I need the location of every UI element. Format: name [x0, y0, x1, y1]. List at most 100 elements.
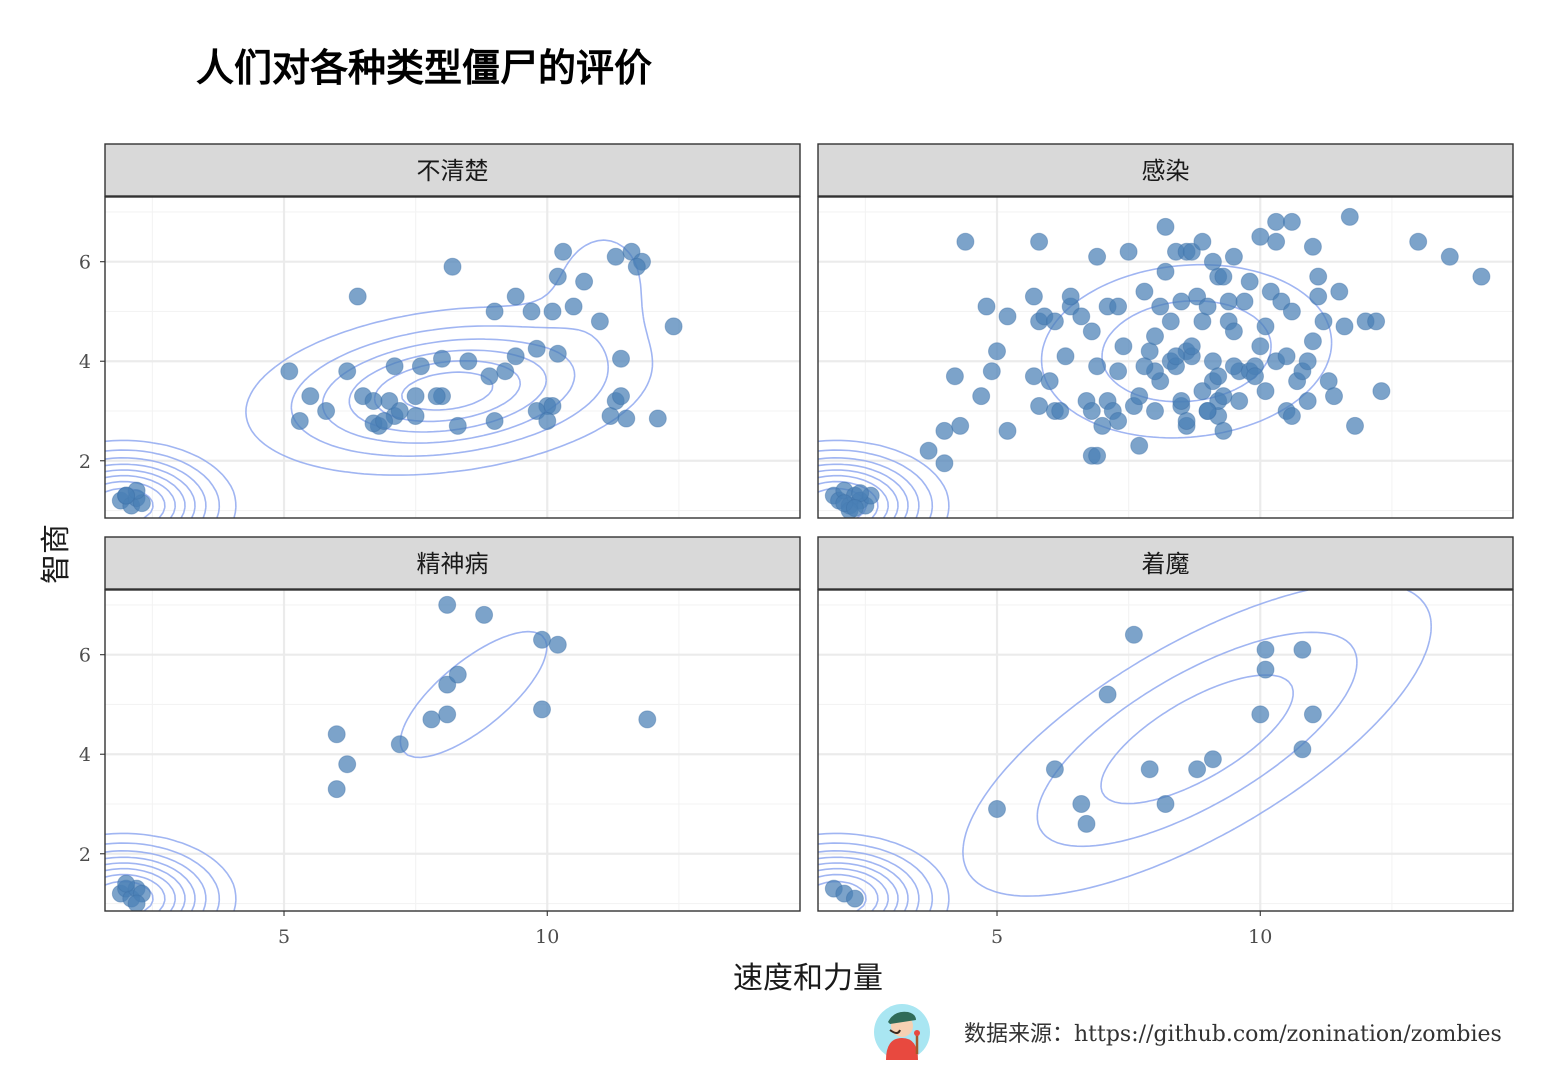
- data-point: [1193, 232, 1212, 251]
- x-tick-label: 10: [1248, 926, 1272, 948]
- data-point: [564, 297, 583, 316]
- data-point: [1282, 302, 1301, 321]
- data-point: [1135, 282, 1154, 301]
- facet-strip-label: 着魔: [1142, 550, 1190, 578]
- facet-strip: [817, 536, 1514, 590]
- data-point: [1251, 705, 1270, 724]
- data-point: [317, 402, 336, 420]
- data-point: [1298, 352, 1317, 371]
- data-point: [935, 454, 954, 473]
- data-point: [1277, 347, 1296, 366]
- data-point: [422, 710, 441, 729]
- data-point: [1156, 262, 1175, 281]
- data-point: [1082, 322, 1101, 341]
- density-contour: [105, 463, 196, 518]
- data-point: [1203, 352, 1222, 371]
- panel-border: [104, 196, 801, 519]
- facet-panel: 着魔 5 10: [817, 536, 1514, 948]
- data-point: [590, 312, 609, 331]
- data-point: [664, 317, 683, 336]
- panel-plot-area: [818, 197, 1513, 518]
- data-point: [522, 302, 541, 321]
- data-point: [1246, 367, 1264, 386]
- data-point: [1030, 232, 1049, 251]
- density-contour: [818, 862, 899, 911]
- panel-border: [104, 589, 801, 912]
- density-contour: [818, 469, 899, 518]
- facet-panel: 不清楚 2 4 6: [79, 143, 801, 519]
- data-point: [1440, 247, 1459, 266]
- data-point: [575, 272, 594, 291]
- density-contour: [962, 590, 1432, 897]
- density-contour: [818, 842, 934, 911]
- data-point: [443, 257, 462, 276]
- data-point: [1146, 402, 1164, 420]
- data-point: [1203, 750, 1222, 769]
- facet-strip-label: 不清楚: [417, 157, 489, 185]
- data-point: [601, 407, 620, 425]
- data-point: [1325, 387, 1343, 406]
- density-contour: [105, 856, 196, 911]
- data-point: [375, 412, 394, 430]
- data-point: [972, 387, 991, 406]
- data-point: [1188, 760, 1207, 779]
- data-point: [1293, 640, 1312, 659]
- data-point: [1240, 272, 1259, 291]
- data-point: [845, 889, 864, 908]
- data-point: [1024, 287, 1043, 306]
- y-tick-label: 6: [79, 252, 91, 274]
- data-point: [1045, 760, 1064, 779]
- data-point: [1093, 416, 1112, 435]
- data-point: [1293, 740, 1312, 759]
- data-point: [543, 302, 562, 321]
- data-point: [348, 287, 367, 306]
- chart-title: 人们对各种类型僵尸的评价: [196, 45, 652, 90]
- data-point: [1109, 362, 1128, 381]
- density-contour: [818, 463, 909, 518]
- data-point: [1235, 292, 1254, 311]
- density-contour: [105, 842, 221, 911]
- data-point: [606, 247, 625, 266]
- data-point: [1256, 660, 1275, 679]
- panel-border: [817, 196, 1514, 519]
- data-point: [1130, 387, 1149, 406]
- data-point: [338, 362, 357, 381]
- data-point: [485, 412, 504, 430]
- data-point: [1214, 267, 1233, 286]
- x-tick-label: 10: [535, 926, 559, 948]
- data-point: [956, 232, 975, 251]
- data-point: [406, 407, 425, 425]
- data-point: [448, 416, 467, 435]
- data-point: [459, 352, 478, 371]
- data-point: [538, 412, 557, 430]
- data-point: [506, 347, 525, 366]
- y-tick-label: 2: [79, 844, 91, 866]
- data-point: [612, 387, 630, 406]
- data-point: [1177, 412, 1196, 430]
- data-point: [338, 755, 357, 774]
- y-axis-title: 智商: [39, 524, 74, 584]
- data-point: [1472, 267, 1491, 286]
- data-point: [845, 499, 864, 517]
- data-point: [988, 342, 1006, 361]
- data-point: [364, 392, 383, 410]
- data-point: [406, 387, 425, 406]
- data-point: [982, 362, 1001, 381]
- data-point: [527, 402, 546, 420]
- data-point: [638, 710, 657, 729]
- data-point: [527, 339, 546, 358]
- data-point: [127, 894, 146, 911]
- data-point: [327, 725, 346, 744]
- data-point: [1056, 347, 1075, 366]
- data-point: [390, 735, 409, 754]
- data-point: [1272, 292, 1291, 311]
- data-point: [1203, 252, 1222, 271]
- data-point: [1367, 312, 1386, 331]
- panel-plot-area: [818, 590, 1513, 911]
- data-point: [627, 257, 646, 276]
- facet-panel: 感染: [817, 143, 1514, 519]
- density-contour: [105, 474, 176, 518]
- data-point: [533, 700, 551, 719]
- data-point: [1088, 247, 1107, 266]
- data-point: [1156, 795, 1175, 813]
